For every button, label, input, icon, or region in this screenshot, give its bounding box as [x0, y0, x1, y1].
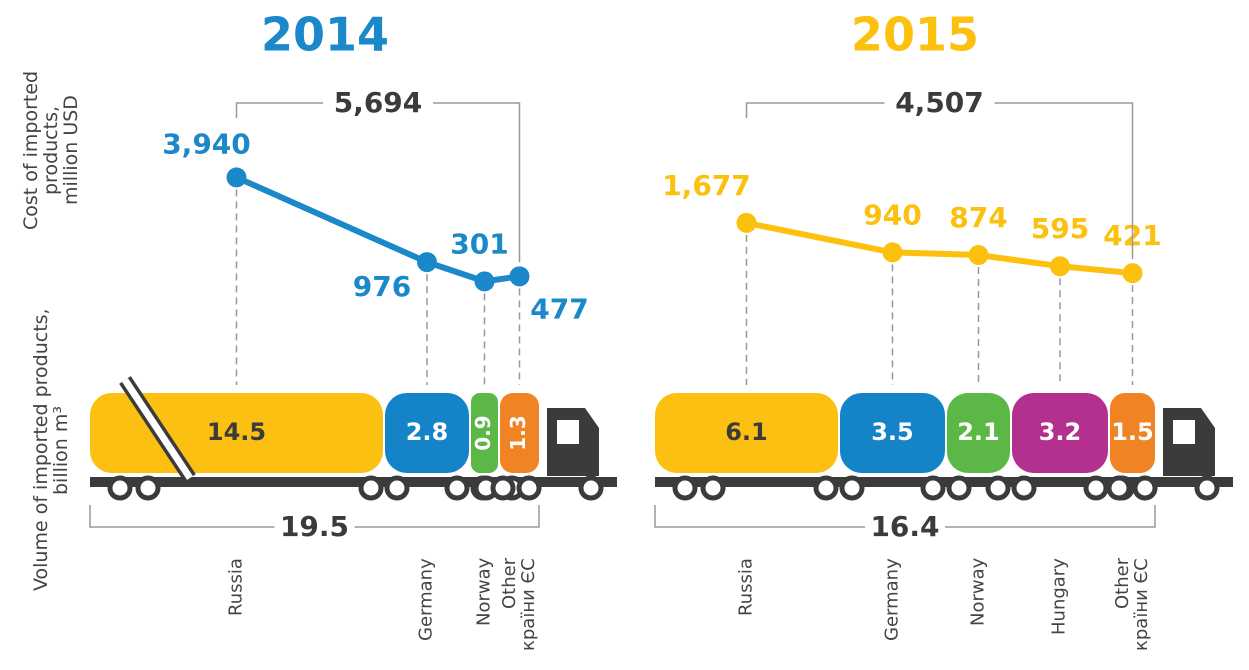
wheel — [1109, 478, 1129, 498]
total-cost: 5,694 — [334, 86, 423, 119]
volume-label: 0.9 — [471, 415, 495, 450]
wheel — [1086, 478, 1106, 498]
wheel — [923, 478, 943, 498]
wheel — [949, 478, 969, 498]
panel-title: 2015 — [851, 8, 979, 62]
panel-title: 2014 — [261, 8, 389, 62]
total-volume: 16.4 — [870, 510, 939, 543]
wheel — [493, 478, 513, 498]
cost-point — [475, 271, 495, 291]
category-label: Norway — [969, 558, 988, 668]
cost-label: 874 — [949, 201, 1007, 234]
cost-label: 940 — [863, 198, 921, 231]
y2-axis-label: Volume of imported products, billion m³ — [32, 280, 72, 620]
wheel — [675, 478, 695, 498]
cost-label: 477 — [530, 292, 588, 325]
cost-point — [1050, 256, 1070, 276]
category-label: Hungary — [1051, 558, 1070, 668]
volume-label: 1.3 — [506, 415, 530, 450]
wheel — [110, 478, 130, 498]
category-label: Russia — [737, 558, 756, 668]
wheel — [519, 478, 539, 498]
y-axis-label: Cost of imported products, million USD — [22, 50, 82, 250]
cost-point — [969, 245, 989, 265]
volume-label: 3.2 — [1039, 418, 1082, 446]
cost-label: 301 — [450, 227, 508, 260]
wheel — [1014, 478, 1034, 498]
category-label: Other країни ЄС — [1114, 558, 1152, 668]
wheel — [988, 478, 1008, 498]
volume-label: 2.1 — [957, 418, 1000, 446]
total-cost: 4,507 — [895, 86, 984, 119]
volume-label: 14.5 — [207, 418, 266, 446]
wheel — [703, 478, 723, 498]
cost-point — [417, 252, 437, 272]
cost-point — [1123, 263, 1143, 283]
cost-label: 595 — [1031, 212, 1089, 245]
wheel — [387, 478, 407, 498]
volume-label: 6.1 — [725, 418, 768, 446]
wheel — [361, 478, 381, 498]
cost-label: 1,677 — [662, 169, 751, 202]
category-label: Norway — [475, 558, 494, 668]
cost-label: 976 — [353, 270, 411, 303]
wheel — [138, 478, 158, 498]
cost-point — [883, 242, 903, 262]
total-volume: 19.5 — [280, 510, 349, 543]
volume-label: 3.5 — [871, 418, 914, 446]
wheel — [1135, 478, 1155, 498]
wheel — [842, 478, 862, 498]
cost-point — [737, 213, 757, 233]
wheel — [1197, 478, 1217, 498]
category-label: Other країни ЄС — [501, 558, 539, 668]
category-label: Russia — [227, 558, 246, 668]
cab-window — [557, 420, 579, 444]
cab-window — [1173, 420, 1195, 444]
category-label: Germany — [883, 558, 902, 668]
wheel — [816, 478, 836, 498]
volume-label: 2.8 — [406, 418, 449, 446]
cost-point — [510, 266, 530, 286]
cost-label: 3,940 — [162, 127, 251, 160]
wheel — [447, 478, 467, 498]
wheel — [581, 478, 601, 498]
cost-point — [227, 167, 247, 187]
category-label: Germany — [418, 558, 437, 668]
volume-label: 1.5 — [1111, 418, 1154, 446]
infographic: 2014 14.5 2.8 0.9 1.3 3,940 976 301 477 5,694 19.5… — [0, 0, 1249, 670]
